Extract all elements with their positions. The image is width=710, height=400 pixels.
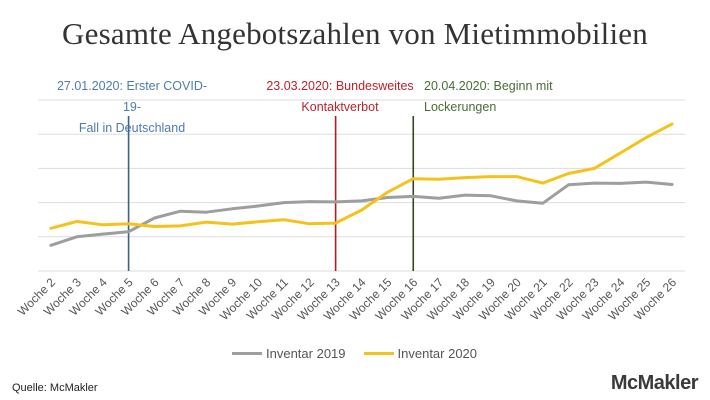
annotation-kontaktverbot: 23.03.2020: Bundesweites Kontaktverbot — [266, 76, 414, 118]
data-point — [308, 200, 311, 203]
data-point — [412, 177, 415, 180]
data-point — [101, 224, 104, 226]
annotation-line: Lockerungen — [424, 100, 497, 114]
data-point — [153, 217, 156, 219]
annotation-line: Kontaktverbot — [301, 100, 379, 114]
data-point — [76, 220, 78, 223]
data-point — [490, 175, 492, 178]
legend-item-2020: Inventar 2020 — [363, 346, 478, 361]
data-point — [412, 195, 415, 198]
data-point — [179, 225, 182, 227]
data-point — [645, 181, 647, 183]
data-point — [671, 123, 673, 125]
annotation-line: 20.04.2020: Beginn mit — [424, 79, 553, 93]
legend-swatch-2020 — [363, 352, 394, 355]
data-point — [567, 172, 570, 175]
data-point — [464, 194, 466, 196]
series-line-2020 — [49, 122, 674, 230]
data-point — [257, 220, 259, 223]
data-point — [50, 244, 52, 247]
data-point — [541, 182, 544, 184]
data-point — [386, 196, 389, 199]
data-point — [50, 227, 52, 230]
data-point — [593, 167, 596, 170]
data-point — [438, 178, 440, 181]
data-point — [257, 205, 259, 207]
annotation-lockerungen: 20.04.2020: Beginn mit Lockerungen — [424, 76, 564, 118]
legend-label-2020: Inventar 2020 — [397, 346, 478, 361]
data-point — [645, 136, 647, 139]
data-point — [127, 223, 130, 225]
data-point — [438, 197, 440, 199]
legend-swatch-2019 — [232, 352, 262, 355]
data-point — [386, 191, 389, 194]
data-point — [127, 230, 130, 233]
data-point — [101, 233, 104, 235]
legend-label-2019: Inventar 2019 — [266, 346, 346, 361]
data-point — [205, 221, 208, 223]
data-point — [593, 182, 596, 184]
data-point — [231, 207, 233, 210]
data-point — [76, 236, 78, 238]
data-point — [283, 201, 285, 204]
data-point — [283, 218, 285, 221]
data-point — [619, 182, 622, 185]
brand-logo: McMakler — [610, 372, 699, 394]
data-point — [153, 225, 156, 228]
data-point — [515, 200, 518, 202]
data-point — [179, 210, 182, 212]
data-point — [205, 211, 208, 213]
chart-title: Gesamte Angebotszahlen von Mietimmobilie… — [62, 16, 648, 51]
annotation-line: 27.01.2020: Erster COVID-19- — [56, 79, 208, 114]
chart-legend: Inventar 2019 Inventar 2020 — [232, 346, 495, 361]
data-point — [334, 222, 337, 224]
data-point — [490, 194, 492, 197]
data-point — [360, 209, 363, 211]
data-point — [619, 152, 622, 154]
data-point — [515, 175, 518, 178]
series-line-2019 — [49, 180, 674, 247]
data-point — [464, 176, 466, 179]
annotation-line: Fall in Deutschland — [78, 121, 186, 135]
data-point — [567, 184, 570, 186]
legend-item-2019: Inventar 2019 — [232, 346, 346, 361]
source-note: Quelle: McMakler — [12, 382, 98, 394]
data-point — [360, 200, 363, 202]
data-point — [671, 183, 673, 186]
data-point — [308, 223, 311, 225]
annotation-covid-first-case: 27.01.2020: Erster COVID-19- Fall in Deu… — [52, 76, 212, 139]
annotation-line: 23.03.2020: Bundesweites — [266, 79, 414, 93]
data-point — [334, 201, 337, 203]
data-point — [231, 223, 233, 225]
data-point — [541, 202, 544, 205]
